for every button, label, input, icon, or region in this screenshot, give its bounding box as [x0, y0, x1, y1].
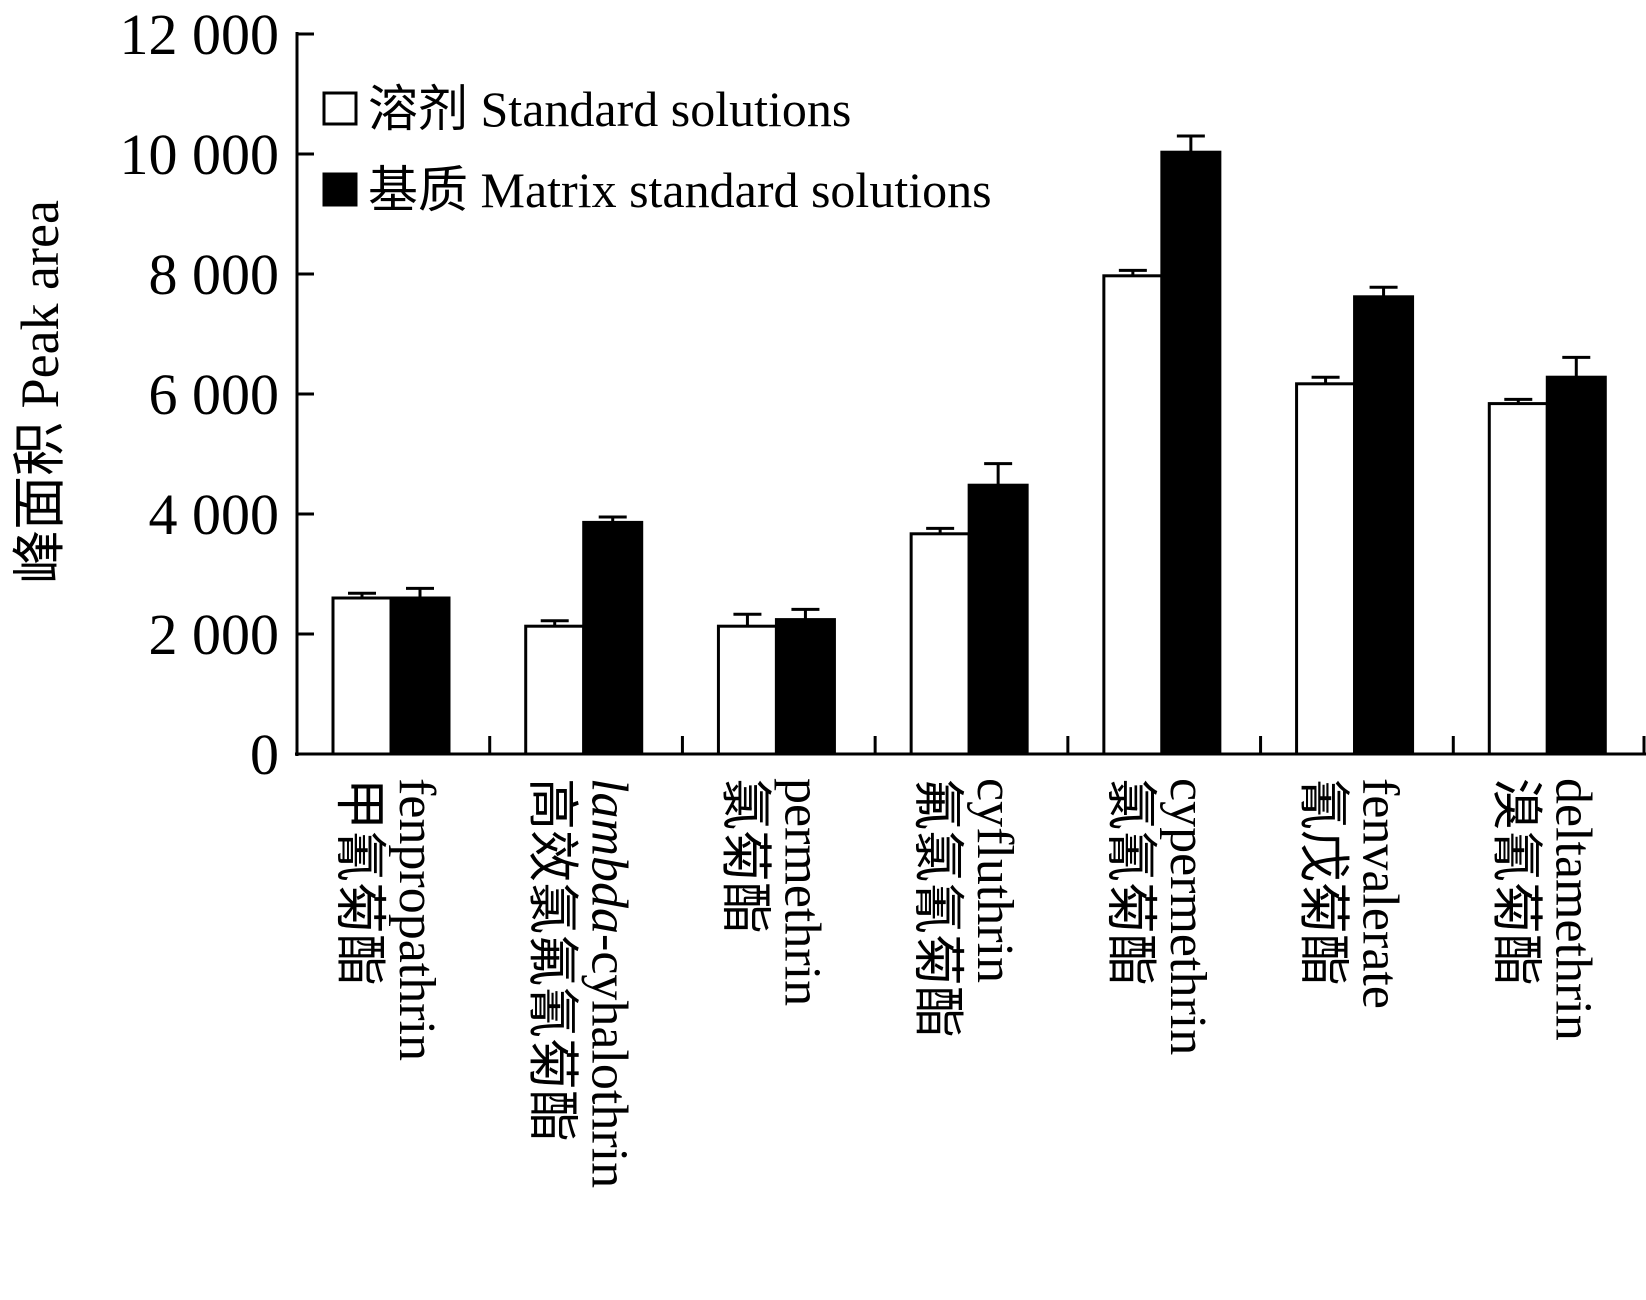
bar-standard [716, 624, 778, 756]
y-tick-label: 10 000 [120, 122, 280, 187]
category-label-en: cypermethrin [1159, 778, 1216, 1055]
bar-standard [1102, 274, 1164, 756]
category-label-zh: 氟氯氰菊酯 [908, 778, 965, 1038]
category-label-zh: 甲氰菊酯 [330, 778, 387, 986]
legend-label: 基质 Matrix standard solutions [368, 162, 992, 218]
bar-standard [331, 596, 393, 756]
category-label-en: fenvalerate [1352, 778, 1409, 1009]
bar-matrix [389, 596, 451, 756]
category-label-en: cyfluthrin [966, 778, 1023, 983]
category-label-en-rest: -cyhalothrin [581, 934, 638, 1188]
bar-matrix [774, 618, 836, 756]
category-label-zh: 氰戊菊酯 [1294, 778, 1351, 986]
legend-swatch-matrix [322, 172, 358, 207]
legend-label: 溶剂 Standard solutions [368, 81, 851, 137]
y-tick-label: 2 000 [149, 602, 280, 667]
bar-standard [524, 624, 586, 756]
bar-matrix [1160, 150, 1222, 756]
y-tick-label: 8 000 [149, 242, 280, 307]
bar-standard [909, 532, 971, 756]
category-label-zh: 溴氰菊酯 [1486, 778, 1543, 986]
y-tick-label: 0 [250, 722, 279, 787]
y-tick-label: 4 000 [149, 482, 280, 547]
category-label-zh: 氯氰菊酯 [1101, 778, 1158, 986]
legend-swatch-standard [322, 91, 358, 126]
category-label-en: fenpropathrin [388, 778, 445, 1061]
bar-matrix [1545, 375, 1607, 756]
category-label-en-italic: lambda [581, 778, 638, 934]
category-label-en: lambda-cyhalothrin [581, 778, 638, 1188]
bar-standard [1487, 402, 1549, 756]
category-label-en: permethrin [773, 778, 830, 1006]
bar-standard [1295, 382, 1357, 756]
bar-matrix [967, 483, 1029, 756]
category-label-en: deltamethrin [1544, 778, 1601, 1041]
y-axis-label: 峰面积 Peak area [10, 200, 70, 584]
category-label-zh: 氯菊酯 [715, 778, 772, 934]
bar-matrix [1353, 295, 1415, 756]
y-tick-label: 12 000 [120, 2, 280, 67]
bar-matrix [582, 520, 644, 756]
category-label-zh: 高效氯氟氰菊酯 [523, 778, 580, 1142]
y-tick-label: 6 000 [149, 362, 280, 427]
